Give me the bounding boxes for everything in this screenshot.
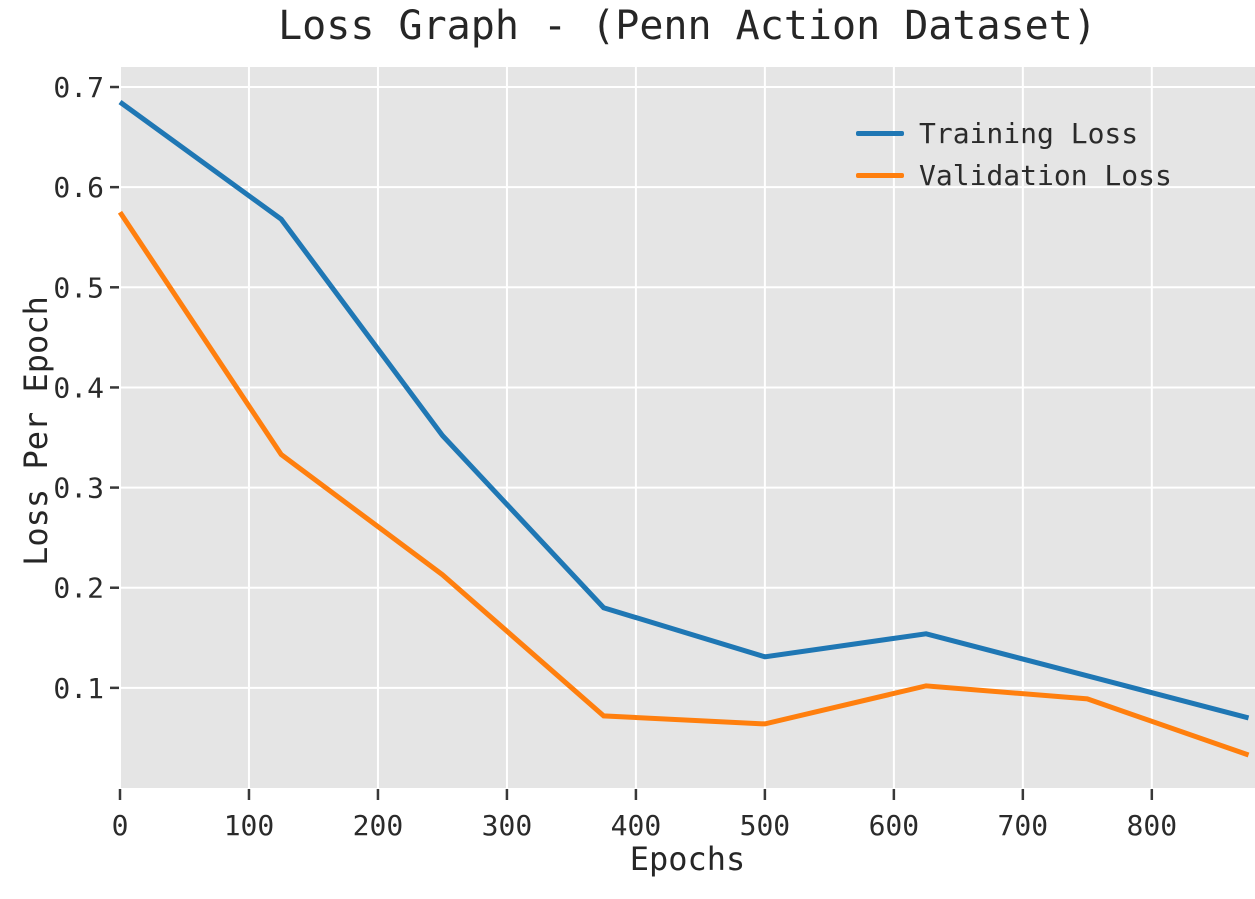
training-loss-line bbox=[118, 100, 1250, 721]
legend-label: Validation Loss bbox=[919, 158, 1172, 192]
legend-label: Training Loss bbox=[919, 116, 1139, 150]
x-tick-label: 700 bbox=[998, 809, 1049, 842]
y-tick-label: 0.4 bbox=[53, 371, 104, 404]
y-tick-label: 0.1 bbox=[53, 672, 104, 705]
training-loss-line-swatch bbox=[856, 130, 904, 136]
y-tick-label: 0.2 bbox=[53, 572, 104, 605]
legend: Training Loss Validation Loss bbox=[856, 112, 1172, 196]
x-tick-label: 100 bbox=[224, 809, 275, 842]
x-tick-label: 300 bbox=[482, 809, 533, 842]
chart-title: Loss Graph - (Penn Action Dataset) bbox=[278, 3, 1097, 49]
legend-item-training-loss: Training Loss bbox=[856, 112, 1172, 154]
y-tick-label: 0.3 bbox=[53, 472, 104, 505]
y-axis-label: Loss Per Epoch bbox=[17, 296, 55, 566]
y-tick-label: 0.5 bbox=[53, 271, 104, 304]
x-tick-label: 0 bbox=[112, 809, 129, 842]
x-tick-label: 400 bbox=[611, 809, 662, 842]
x-tick-label: 500 bbox=[740, 809, 791, 842]
validation-loss-line bbox=[117, 210, 1250, 758]
x-tick-label: 600 bbox=[869, 809, 920, 842]
x-axis-label: Epochs bbox=[629, 840, 746, 878]
x-tick-label: 200 bbox=[353, 809, 404, 842]
y-tick-label: 0.7 bbox=[53, 71, 104, 104]
y-tick-label: 0.6 bbox=[53, 171, 104, 204]
legend-item-validation-loss: Validation Loss bbox=[856, 154, 1172, 196]
x-tick-label: 800 bbox=[1127, 809, 1178, 842]
validation-loss-line-swatch bbox=[856, 172, 904, 178]
